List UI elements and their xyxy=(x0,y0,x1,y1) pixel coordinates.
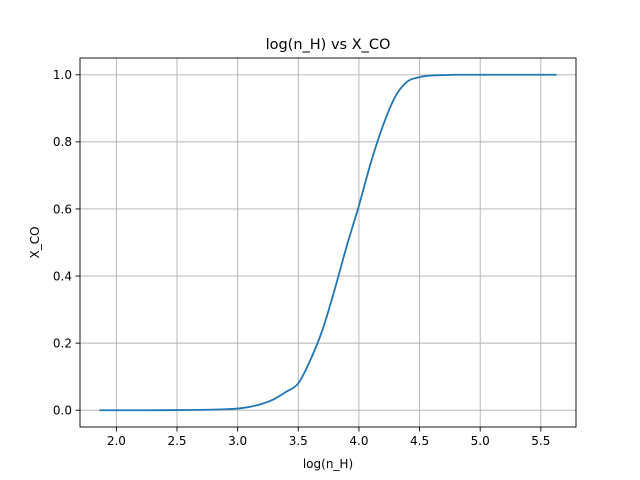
x-tick-label: 3.5 xyxy=(289,434,308,448)
chart-title: log(n_H) vs X_CO xyxy=(266,37,391,53)
y-tick-label: 0.0 xyxy=(53,404,72,418)
x-tick-label: 4.0 xyxy=(349,434,368,448)
y-tick-label: 0.2 xyxy=(53,336,72,350)
y-tick-label: 0.4 xyxy=(53,269,72,283)
x-tick-label: 2.0 xyxy=(107,434,126,448)
y-tick-label: 0.8 xyxy=(53,135,72,149)
plot-area xyxy=(99,73,557,412)
x-tick-label: 2.5 xyxy=(167,434,186,448)
x-tick-label: 3.0 xyxy=(228,434,247,448)
x-tick-label: 4.5 xyxy=(410,434,429,448)
series-line xyxy=(99,73,557,412)
ticks: 2.0 2.5 3.0 3.5 4.0 4.5 5.0 5.5 0.0 0.2 0.4 0.6 0.8 1… xyxy=(53,68,550,448)
x-axis-label: log(n_H) xyxy=(303,457,353,471)
x-tick-label: 5.5 xyxy=(531,434,550,448)
y-tick-label: 0.6 xyxy=(53,202,72,216)
y-tick-label: 1.0 xyxy=(53,68,72,82)
x-tick-label: 5.0 xyxy=(471,434,490,448)
y-axis-label: X_CO xyxy=(28,226,42,258)
axes-frame xyxy=(79,57,577,428)
